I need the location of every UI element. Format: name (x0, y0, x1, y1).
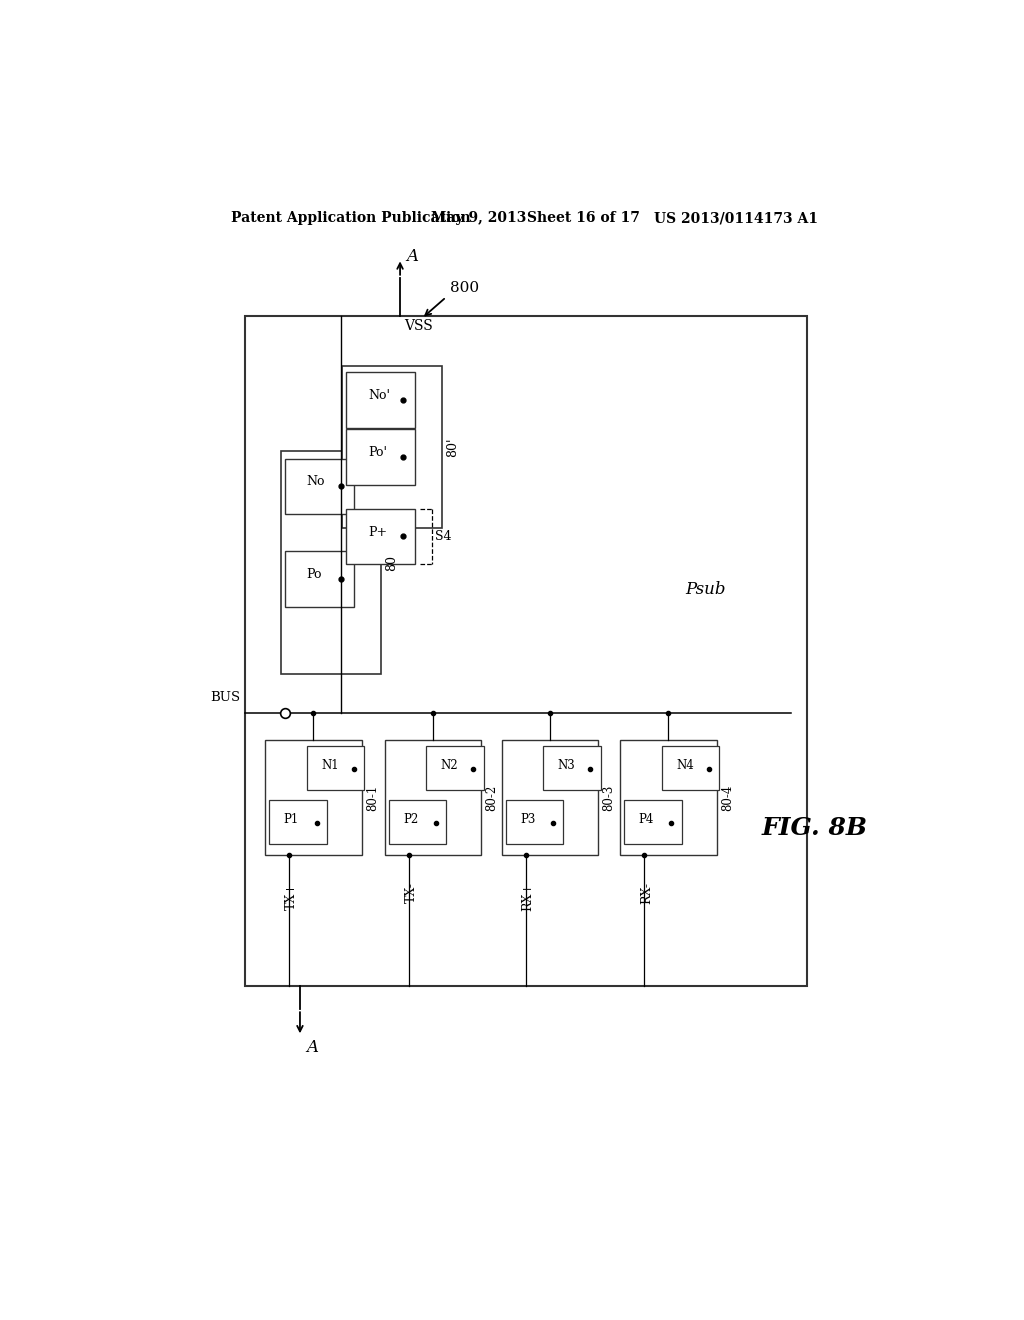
Bar (346, 429, 416, 484)
Bar (388, 800, 446, 845)
Text: 80-3: 80-3 (602, 784, 615, 810)
Text: P3: P3 (520, 813, 536, 826)
Text: Po: Po (307, 568, 323, 581)
Text: N4: N4 (676, 759, 694, 772)
Bar (625, 800, 682, 845)
Text: 80-1: 80-1 (367, 784, 379, 810)
Text: P2: P2 (403, 813, 418, 826)
Bar (245, 317, 807, 986)
Text: Psub: Psub (685, 581, 725, 598)
Text: 800: 800 (451, 281, 479, 294)
Text: TX+: TX+ (285, 882, 298, 909)
Bar (265, 739, 361, 855)
Text: S4: S4 (435, 529, 452, 543)
Text: No': No' (369, 389, 390, 403)
Bar (346, 372, 416, 428)
Text: N2: N2 (440, 759, 458, 772)
Bar (285, 552, 354, 607)
Text: No: No (307, 475, 326, 488)
Bar (543, 746, 601, 791)
Text: Patent Application Publication: Patent Application Publication (230, 211, 470, 226)
Text: P1: P1 (284, 813, 299, 826)
Bar (506, 800, 563, 845)
Text: BUS: BUS (211, 690, 241, 704)
Bar (426, 746, 483, 791)
Text: N3: N3 (557, 759, 575, 772)
Bar (346, 508, 416, 564)
Text: Sheet 16 of 17: Sheet 16 of 17 (527, 211, 640, 226)
Text: 80-2: 80-2 (485, 784, 499, 810)
Text: May 9, 2013: May 9, 2013 (431, 211, 526, 226)
Text: RX-: RX- (640, 882, 653, 904)
Text: Po': Po' (369, 446, 387, 459)
Bar (285, 459, 354, 513)
Bar (281, 451, 381, 675)
Text: P4: P4 (639, 813, 654, 826)
Text: 80-4: 80-4 (721, 784, 734, 810)
Bar (662, 746, 720, 791)
Bar (307, 746, 365, 791)
Text: N1: N1 (322, 759, 339, 772)
Text: FIG. 8B: FIG. 8B (762, 816, 868, 841)
Bar (342, 367, 442, 528)
Text: A: A (306, 1039, 318, 1056)
Text: US 2013/0114173 A1: US 2013/0114173 A1 (654, 211, 818, 226)
Bar (621, 739, 717, 855)
Bar (269, 800, 327, 845)
Text: 80: 80 (385, 554, 397, 570)
Bar (385, 739, 481, 855)
Text: RX+: RX+ (521, 882, 535, 911)
Text: 80': 80' (446, 437, 459, 457)
Text: TX-: TX- (404, 882, 418, 903)
Bar (502, 739, 598, 855)
Text: P+: P+ (369, 525, 387, 539)
Text: VSS: VSS (403, 319, 433, 333)
Text: A: A (407, 248, 418, 265)
